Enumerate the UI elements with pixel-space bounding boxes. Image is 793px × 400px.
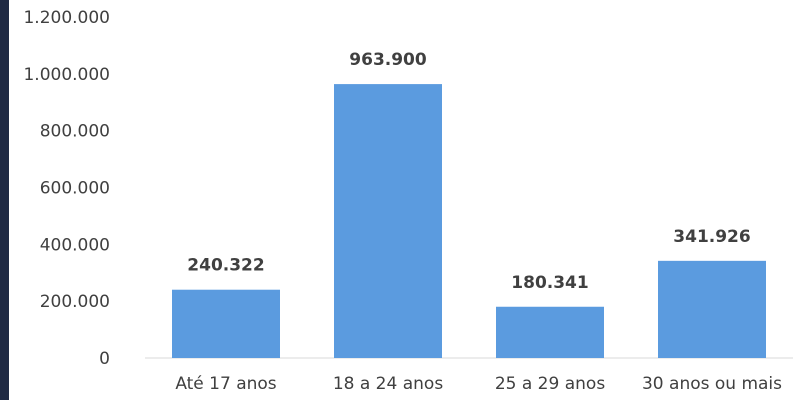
y-tick-label: 200.000 <box>40 292 110 312</box>
bar <box>334 84 442 359</box>
left-accent-band <box>0 0 9 400</box>
y-tick-label: 800.000 <box>40 122 110 142</box>
category-label: 25 a 29 anos <box>495 374 605 394</box>
category-label: 30 anos ou mais <box>642 374 782 394</box>
data-labels: 240.322 963.900 180.341 341.926 <box>187 50 750 293</box>
y-tick-label: 0 <box>99 349 110 369</box>
y-axis-ticks: 0 200.000 400.000 600.000 800.000 1.000.000 1.… <box>23 8 110 369</box>
data-label: 963.900 <box>349 50 427 70</box>
y-tick-label: 600.000 <box>40 179 110 199</box>
bars <box>172 84 766 359</box>
data-label: 240.322 <box>187 256 264 276</box>
data-label: 180.341 <box>511 273 588 293</box>
bar <box>172 289 280 358</box>
y-tick-label: 400.000 <box>40 235 110 255</box>
bar <box>658 260 766 358</box>
bar <box>496 306 604 358</box>
y-tick-label: 1.200.000 <box>23 8 110 28</box>
data-label: 341.926 <box>673 227 750 247</box>
category-label: Até 17 anos <box>175 374 276 394</box>
category-labels: Até 17 anos 18 a 24 anos 25 a 29 anos 30 an… <box>175 374 782 394</box>
y-tick-label: 1.000.000 <box>23 65 110 85</box>
category-label: 18 a 24 anos <box>333 374 443 394</box>
